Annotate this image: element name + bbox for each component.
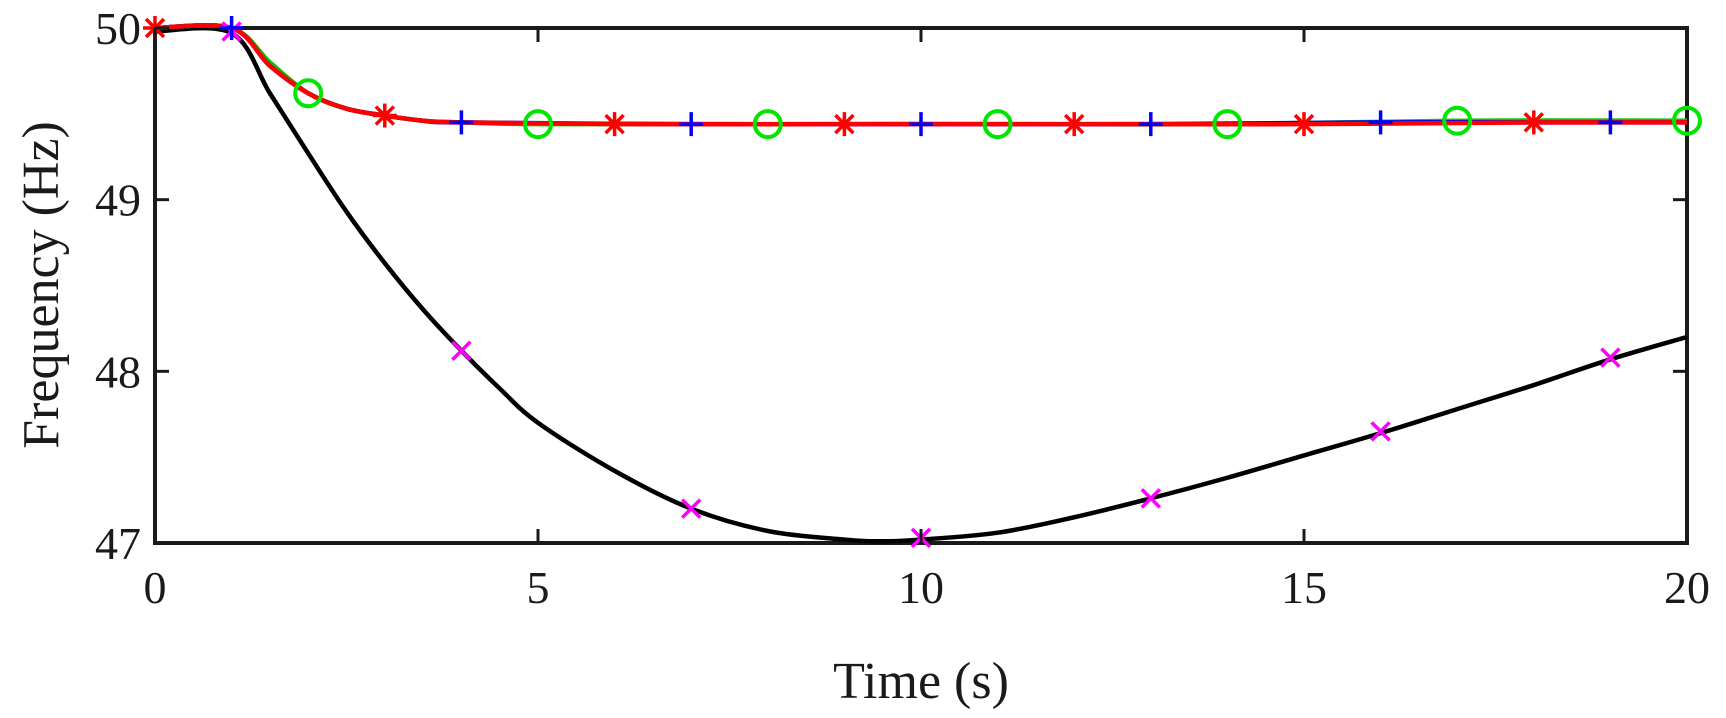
marker-plus (909, 112, 933, 137)
marker-x (451, 340, 472, 361)
marker-circle (752, 109, 783, 140)
series-layer (154, 22, 1688, 544)
marker-asterisk (1521, 110, 1546, 135)
marker-circle (293, 78, 324, 109)
y-axis-label: Frequency (Hz) (13, 121, 70, 449)
marker-asterisk (602, 112, 627, 137)
marker-x (680, 498, 702, 519)
x-tick-label: 20 (1664, 562, 1710, 613)
marker-asterisk (832, 112, 857, 137)
marker-plus (449, 110, 474, 135)
x-axis-label: Time (s) (833, 653, 1009, 710)
marker-asterisk (1292, 112, 1316, 137)
marker-plus (1368, 110, 1393, 135)
marker-asterisk (1062, 112, 1087, 137)
marker-x (1370, 421, 1391, 442)
marker-x (1140, 488, 1162, 509)
x-tick-label: 15 (1281, 562, 1327, 613)
marker-circle (1212, 109, 1243, 140)
marker-circle (982, 109, 1013, 140)
marker-plus (1138, 112, 1163, 137)
tick-layer: 0 5 10 15 20 47 48 49 50 (95, 3, 1710, 613)
y-tick-label: 49 (95, 175, 141, 226)
marker-circle (1442, 105, 1473, 136)
x-tick-label: 0 (144, 562, 167, 613)
marker-plus (679, 112, 704, 137)
marker-circle (1672, 105, 1702, 136)
x-tick-label: 5 (527, 562, 550, 613)
marker-x (1600, 347, 1621, 368)
marker-plus (219, 16, 244, 40)
marker-asterisk (372, 103, 397, 128)
y-tick-label: 47 (95, 518, 141, 569)
marker-circle (523, 109, 553, 140)
y-tick-label: 50 (95, 3, 141, 54)
marker-layer (143, 16, 1702, 549)
marker-plus (1598, 110, 1623, 135)
y-tick-label: 48 (95, 346, 141, 397)
x-tick-label: 10 (898, 562, 944, 613)
